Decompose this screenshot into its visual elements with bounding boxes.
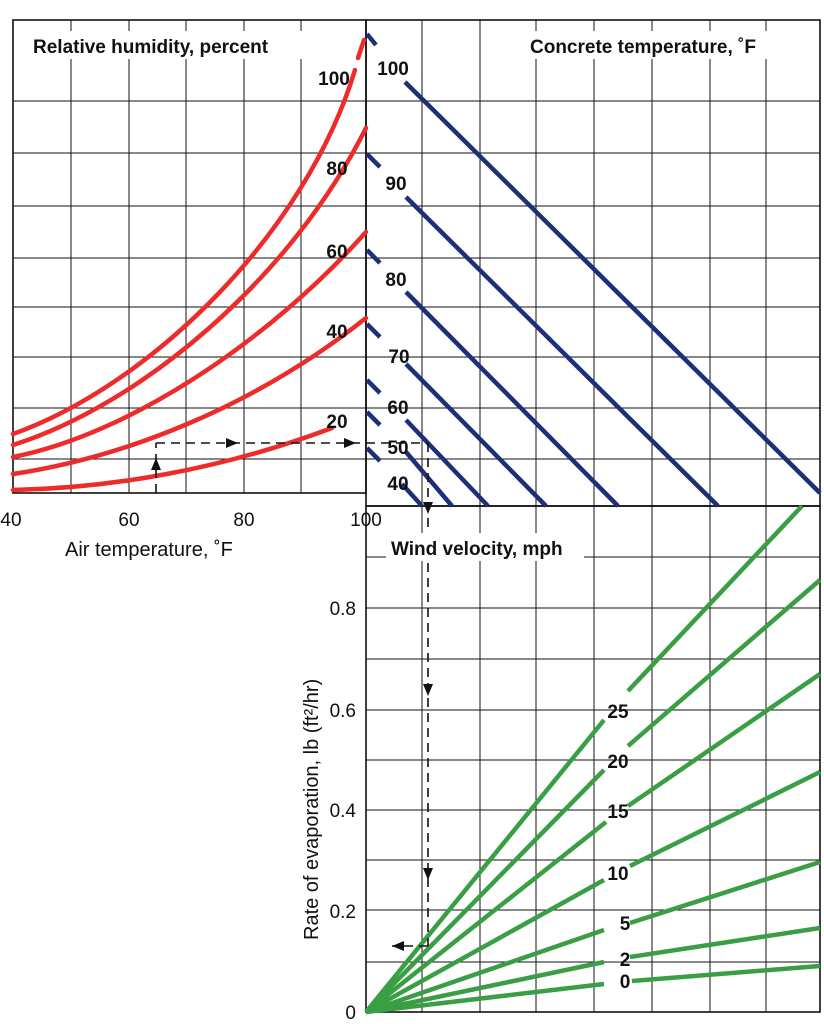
arrow-down-icon [423,868,433,880]
arrow-up-icon [151,458,161,470]
arrow-right-icon [344,438,356,448]
concrete-line-100 [365,32,822,495]
wind-line-2 [365,925,821,1015]
wind-line-15 [364,672,822,1014]
wind-line-0 [365,963,821,1015]
arrow-down-icon [423,684,433,696]
humidity-label-40: 40 [326,322,347,343]
concrete-line-40 [365,446,424,508]
humidity-label-80: 80 [326,159,347,180]
concrete-label-60: 60 [387,398,408,419]
wind-label-10: 10 [607,864,628,885]
concrete-label-50: 50 [387,438,408,459]
humidity-labels: 100 80 60 40 20 [318,69,350,433]
y-axis-label: Rate of evaporation, lb (ft²/hr) [301,679,323,940]
wind-label-0: 0 [620,972,631,993]
x-axis-ticks: 40 60 80 100 [0,510,381,531]
concrete-labels: 100 90 80 70 60 50 40 [377,59,409,495]
humidity-label-20: 20 [326,412,347,433]
humidity-curves [10,37,369,493]
concrete-label-100: 100 [377,59,409,80]
arrow-right-icon [226,438,238,448]
humidity-curve-20 [10,425,335,493]
top-right-frame [365,19,821,507]
concrete-line-50 [365,410,454,508]
x-axis-label: Air temperature, ˚F [65,539,233,561]
wind-lines [364,504,822,1015]
wind-label-25: 25 [607,702,629,723]
humidity-curve-100 [10,67,358,437]
y-tick-label: 0 [345,1003,356,1024]
wind-line-25 [364,504,804,1014]
wind-line-20 [364,578,822,1014]
bottom-frame [365,505,821,1013]
y-axis-ticks: 0 0.2 0.4 0.6 0.8 [330,599,357,1024]
concrete-label-90: 90 [385,174,406,195]
wind-line-5 [365,859,821,1015]
humidity-curve-40 [10,315,369,477]
concrete-label-40: 40 [387,474,408,495]
humidity-curve-100-tip [355,37,367,61]
concrete-lines [365,32,822,508]
top-right-grid [366,20,820,506]
wind-labels: 25 20 15 10 5 2 0 [607,702,630,993]
arrow-left-icon [392,941,404,951]
y-tick-label: 0.8 [330,599,356,620]
concrete-title: Concrete temperature, ˚F [530,37,756,58]
concrete-label-80: 80 [385,270,406,291]
wind-line-10 [364,769,821,1014]
arrow-down-icon [423,502,433,514]
concrete-line-90 [365,152,720,508]
wind-title: Wind velocity, mph [391,539,563,560]
wind-label-15: 15 [607,802,629,823]
humidity-label-60: 60 [326,242,347,263]
wind-label-5: 5 [620,914,631,935]
wind-label-20: 20 [607,752,628,773]
concrete-line-60 [365,378,490,508]
example-path [151,438,433,951]
concrete-line-70 [365,322,548,508]
humidity-label-100: 100 [318,69,350,90]
y-tick-label: 0.6 [330,701,356,722]
concrete-label-70: 70 [388,347,409,368]
humidity-title: Relative humidity, percent [33,37,269,58]
concrete-line-80 [365,248,620,508]
x-tick-label: 40 [0,510,21,531]
y-tick-label: 0.4 [330,801,357,822]
humidity-curve-80 [10,125,369,448]
wind-label-2: 2 [620,950,631,971]
x-tick-label: 60 [118,510,139,531]
x-tick-label: 100 [350,510,382,531]
x-tick-label: 80 [233,510,254,531]
y-tick-label: 0.2 [330,902,356,923]
humidity-curve-60 [10,229,369,460]
